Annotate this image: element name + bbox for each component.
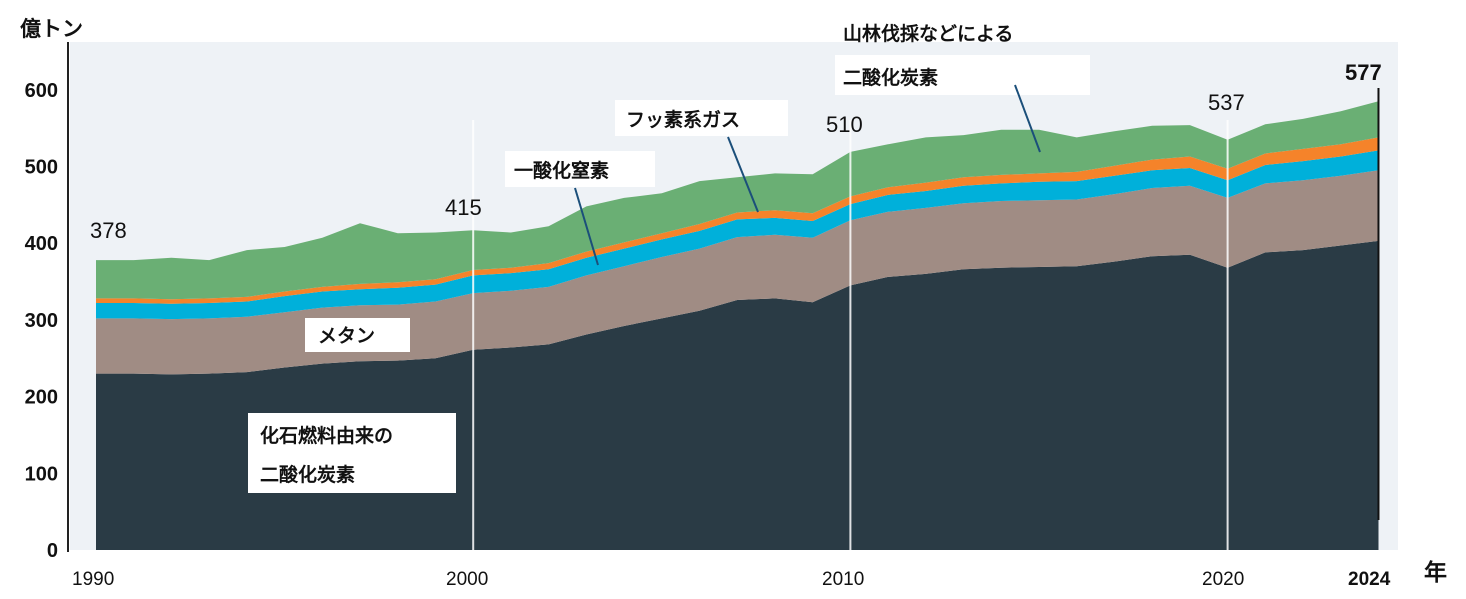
svg-text:山林伐採などによる: 山林伐採などによる <box>843 22 1013 45</box>
y-tick-500: 500 <box>25 157 58 179</box>
svg-text:メタン: メタン <box>318 325 375 347</box>
area-series-4 <box>96 101 1379 300</box>
y-tick-400: 400 <box>25 233 58 255</box>
svg-text:二酸化炭素: 二酸化炭素 <box>843 66 938 89</box>
label-fossil-co2: 化石燃料由来の 二酸化炭素 <box>248 413 456 493</box>
total-label-1990: 378 <box>90 218 127 243</box>
x-axis-unit: 年 <box>1424 559 1447 586</box>
label-fgas: フッ素系ガス <box>615 100 788 213</box>
area-series-1 <box>96 170 1379 375</box>
y-tick-300: 300 <box>25 310 58 332</box>
x-tick-2010: 2010 <box>822 569 864 590</box>
area-series-2 <box>96 150 1379 320</box>
x-tick-1990: 1990 <box>72 569 114 590</box>
y-tick-labels: 0 100 200 300 400 500 600 <box>25 80 58 562</box>
label-lulucf: 山林伐採などによる 二酸化炭素 <box>835 22 1090 153</box>
svg-text:化石燃料由来の: 化石燃料由来の <box>260 424 393 447</box>
svg-text:フッ素系ガス: フッ素系ガス <box>626 108 740 131</box>
y-tick-100: 100 <box>25 463 58 485</box>
gridlines <box>472 88 1380 550</box>
total-label-2020: 537 <box>1208 90 1245 115</box>
y-tick-200: 200 <box>25 387 58 409</box>
y-tick-0: 0 <box>47 540 58 562</box>
area-series-3 <box>96 137 1379 304</box>
total-label-2010: 510 <box>826 112 863 137</box>
y-tick-600: 600 <box>25 80 58 102</box>
x-tick-labels: 1990 2000 2010 2020 2024 <box>72 569 1391 590</box>
svg-text:二酸化炭素: 二酸化炭素 <box>260 463 355 486</box>
x-tick-2000: 2000 <box>446 569 488 590</box>
svg-text:一酸化窒素: 一酸化窒素 <box>514 159 609 182</box>
total-label-2000: 415 <box>445 195 482 220</box>
x-tick-2020: 2020 <box>1202 569 1244 590</box>
label-n2o: 一酸化窒素 <box>505 151 655 266</box>
total-label-2024: 577 <box>1345 60 1382 85</box>
label-methane: メタン <box>305 318 410 352</box>
y-axis-unit: 億トン <box>20 17 83 41</box>
x-tick-2024: 2024 <box>1348 569 1391 590</box>
